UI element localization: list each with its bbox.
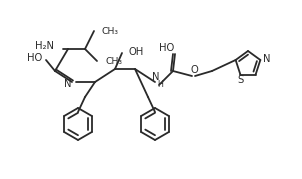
Text: CH₃: CH₃ — [102, 26, 119, 35]
Text: S: S — [237, 74, 243, 84]
Text: HO: HO — [159, 43, 175, 53]
Text: O: O — [190, 65, 198, 75]
Text: HO: HO — [27, 53, 42, 63]
Text: N: N — [263, 54, 271, 64]
Text: OH: OH — [129, 47, 144, 57]
Text: N: N — [152, 72, 160, 82]
Text: H: H — [157, 79, 163, 88]
Text: N: N — [64, 79, 72, 89]
Text: H₂N: H₂N — [35, 41, 54, 51]
Text: CH₃: CH₃ — [105, 57, 122, 66]
